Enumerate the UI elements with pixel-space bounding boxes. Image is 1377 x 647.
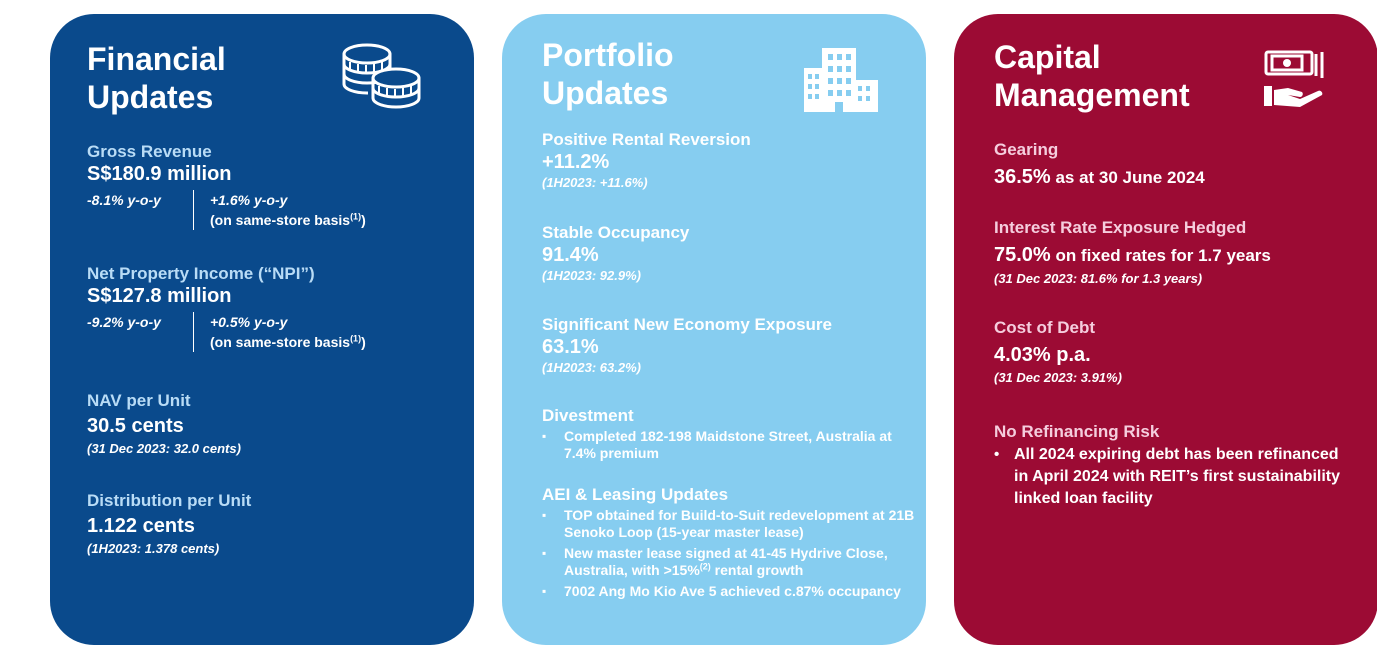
rental-reversion-label: Positive Rental Reversion — [542, 130, 751, 149]
gearing-section: Gearing 36.5% as at 30 June 2024 — [994, 140, 1377, 190]
rental-reversion-note: (1H2023: +11.6%) — [542, 175, 648, 190]
gearing-label: Gearing — [994, 140, 1059, 159]
npi-breakdown: -9.2% y-o-y +0.5% y-o-y (on same-store b… — [87, 312, 474, 352]
rental-reversion-value: +11.2% — [542, 151, 610, 173]
nav-note: (31 Dec 2023: 32.0 cents) — [87, 441, 241, 456]
dpu-section: Distribution per Unit 1.122 cents (1H202… — [87, 491, 474, 558]
capital-title-line1: Capital — [994, 39, 1101, 75]
list-item: TOP obtained for Build-to-Suit redevelop… — [542, 507, 924, 541]
gross-revenue-same-store-note: (on same-store basis(1)) — [210, 211, 366, 228]
cost-of-debt-note: (31 Dec 2023: 3.91%) — [994, 370, 1122, 385]
coins-icon — [342, 43, 421, 109]
capital-management-card: Capital Management Gearing 36.5% as at 3… — [954, 14, 1377, 645]
refinancing-section: No Refinancing Risk All 2024 expiring de… — [994, 422, 1356, 514]
gross-revenue-section: Gross Revenue S$180.9 million -8.1% y-o-… — [87, 142, 474, 230]
hedged-section: Interest Rate Exposure Hedged 75.0% on f… — [994, 218, 1377, 288]
new-economy-value: 63.1% — [542, 336, 599, 358]
cost-of-debt-value: 4.03% p.a. — [994, 344, 1091, 366]
aei-list: TOP obtained for Build-to-Suit redevelop… — [542, 507, 924, 600]
occupancy-section: Stable Occupancy 91.4% (1H2023: 92.9%) — [542, 223, 926, 285]
dpu-value: 1.122 cents — [87, 515, 195, 537]
new-economy-note: (1H2023: 63.2%) — [542, 360, 641, 375]
money-hand-icon — [1264, 50, 1324, 107]
financial-updates-card: Financial Updates Gross Revenue S$180.9 … — [50, 14, 474, 645]
gearing-value: 36.5% as at 30 June 2024 — [994, 166, 1205, 188]
divider — [193, 312, 194, 352]
new-economy-section: Significant New Economy Exposure 63.1% (… — [542, 315, 926, 377]
gross-revenue-value: S$180.9 million — [87, 163, 232, 185]
occupancy-label: Stable Occupancy — [542, 223, 690, 242]
divestment-list: Completed 182-198 Maidstone Street, Aust… — [542, 428, 904, 462]
dpu-note: (1H2023: 1.378 cents) — [87, 541, 220, 556]
nav-section: NAV per Unit 30.5 cents (31 Dec 2023: 32… — [87, 391, 474, 458]
buildings-icon — [804, 48, 878, 112]
occupancy-note: (1H2023: 92.9%) — [542, 268, 641, 283]
npi-same-store-yoy: +0.5% y-o-y — [210, 314, 288, 330]
list-item: 7002 Ang Mo Kio Ave 5 achieved c.87% occ… — [542, 583, 924, 600]
npi-yoy: -9.2% y-o-y — [87, 314, 161, 330]
hedged-label: Interest Rate Exposure Hedged — [994, 218, 1247, 237]
new-economy-label: Significant New Economy Exposure — [542, 315, 833, 334]
hedged-value: 75.0% on fixed rates for 1.7 years — [994, 244, 1271, 266]
financial-title: Financial Updates — [87, 40, 438, 116]
financial-title-line1: Financial — [87, 41, 226, 77]
list-item: All 2024 expiring debt has been refinanc… — [994, 444, 1356, 510]
npi-same-store-note: (on same-store basis(1)) — [210, 333, 366, 350]
financial-title-line2: Updates — [87, 79, 214, 115]
portfolio-title-line2: Updates — [542, 75, 669, 111]
npi-section: Net Property Income (“NPI”) S$127.8 mill… — [87, 264, 474, 352]
cost-of-debt-section: Cost of Debt 4.03% p.a. (31 Dec 2023: 3.… — [994, 318, 1377, 387]
hedged-note: (31 Dec 2023: 81.6% for 1.3 years) — [994, 271, 1203, 286]
divestment-label: Divestment — [542, 406, 634, 425]
divestment-section: Divestment Completed 182-198 Maidstone S… — [542, 406, 904, 466]
dpu-label: Distribution per Unit — [87, 491, 252, 510]
divider — [193, 190, 194, 230]
portfolio-title-line1: Portfolio — [542, 37, 674, 73]
cost-of-debt-label: Cost of Debt — [994, 318, 1096, 337]
refinancing-list: All 2024 expiring debt has been refinanc… — [994, 444, 1356, 510]
portfolio-title: Portfolio Updates — [542, 36, 906, 112]
portfolio-updates-card: Portfolio Updates Positive Rental Revers… — [502, 14, 926, 645]
list-item: Completed 182-198 Maidstone Street, Aust… — [542, 428, 904, 462]
occupancy-value: 91.4% — [542, 244, 599, 266]
gross-revenue-same-store-yoy: +1.6% y-o-y — [210, 192, 288, 208]
aei-label: AEI & Leasing Updates — [542, 485, 729, 504]
npi-value: S$127.8 million — [87, 285, 232, 307]
refinancing-label: No Refinancing Risk — [994, 422, 1160, 441]
nav-value: 30.5 cents — [87, 415, 184, 437]
npi-label: Net Property Income (“NPI”) — [87, 264, 315, 283]
aei-section: AEI & Leasing Updates TOP obtained for B… — [542, 485, 924, 604]
capital-title: Capital Management — [994, 38, 1358, 114]
list-item: New master lease signed at 41-45 Hydrive… — [542, 545, 924, 579]
gross-revenue-breakdown: -8.1% y-o-y +1.6% y-o-y (on same-store b… — [87, 190, 474, 230]
nav-label: NAV per Unit — [87, 391, 191, 410]
capital-title-line2: Management — [994, 77, 1190, 113]
rental-reversion-section: Positive Rental Reversion +11.2% (1H2023… — [542, 130, 926, 192]
gross-revenue-yoy: -8.1% y-o-y — [87, 192, 161, 208]
gross-revenue-label: Gross Revenue — [87, 142, 212, 161]
